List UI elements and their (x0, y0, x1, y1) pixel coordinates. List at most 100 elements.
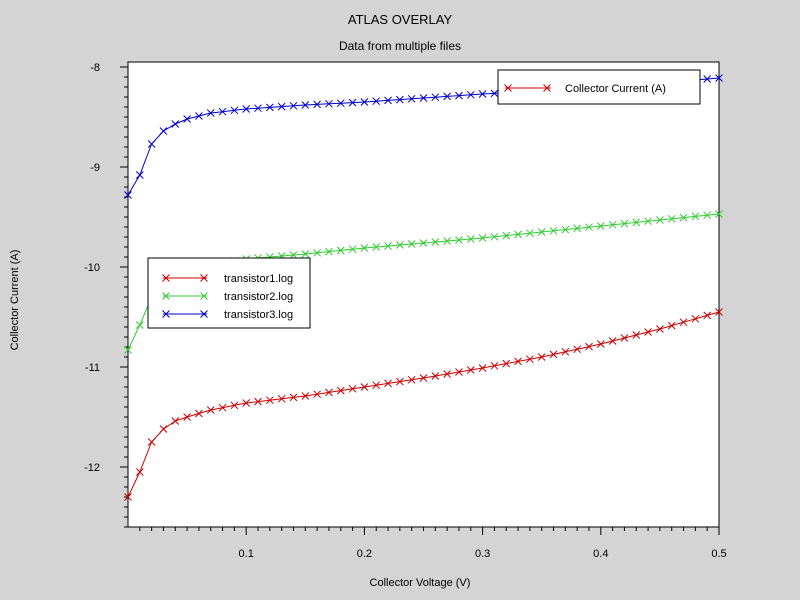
data-point (715, 308, 723, 316)
data-point (620, 334, 629, 342)
x-tick-label: 0.3 (475, 548, 490, 560)
legend-marker (504, 84, 512, 92)
data-point (218, 107, 227, 116)
data-point (183, 413, 191, 421)
data-point (348, 384, 357, 393)
legend-marker (200, 274, 208, 282)
data-point (147, 140, 156, 148)
data-point (301, 101, 310, 109)
data-point (407, 240, 416, 248)
data-point (195, 112, 203, 120)
data-point (360, 383, 369, 391)
data-point (703, 75, 712, 83)
data-point (561, 347, 570, 356)
data-point (443, 237, 451, 245)
series-legend: transistor1.log transistor2.log transistor… (147, 257, 311, 329)
data-point (265, 396, 274, 405)
legend-label-2: transistor2.log (224, 291, 293, 303)
data-point (455, 368, 463, 376)
data-point (396, 95, 404, 104)
data-point (656, 325, 664, 333)
data-point (632, 218, 641, 227)
x-tick-label: 0.2 (357, 548, 372, 560)
data-point (419, 374, 428, 382)
data-point (573, 345, 582, 354)
data-point (502, 359, 511, 368)
data-point (561, 225, 570, 234)
data-point (443, 92, 451, 101)
data-point (325, 388, 333, 397)
data-point (218, 403, 227, 412)
legend-marker (162, 310, 170, 318)
quantity-legend: Collector Current (A) (497, 69, 701, 105)
data-point (667, 214, 676, 223)
legend-marker (162, 274, 170, 282)
data-point (360, 98, 369, 106)
data-point (159, 425, 168, 433)
data-point (313, 390, 321, 399)
data-point (478, 234, 487, 242)
data-point (715, 74, 723, 82)
data-point (466, 90, 475, 99)
data-point (242, 105, 251, 113)
data-point (632, 331, 641, 339)
y-tick-label: -10 (84, 262, 100, 274)
data-point (455, 91, 463, 100)
data-point (644, 217, 652, 226)
data-point (265, 103, 274, 112)
x-tick-label: 0.5 (711, 548, 726, 560)
data-point (384, 379, 392, 388)
data-point (206, 406, 215, 414)
data-point (644, 328, 652, 336)
data-point (325, 99, 333, 108)
data-point (703, 311, 712, 320)
data-point (230, 106, 239, 115)
data-point (431, 238, 440, 246)
data-point (206, 109, 215, 117)
data-point (254, 104, 262, 113)
data-point (195, 409, 203, 418)
data-point (443, 370, 451, 378)
data-point (596, 222, 605, 230)
data-point (360, 244, 369, 252)
data-point (313, 248, 321, 257)
data-point (336, 246, 345, 255)
data-point (407, 375, 416, 384)
data-point (549, 350, 558, 359)
data-point (407, 94, 416, 103)
data-point (490, 232, 499, 241)
series-legend-box (147, 257, 311, 329)
data-point (135, 171, 144, 179)
data-point (289, 251, 298, 259)
data-point (585, 223, 593, 232)
data-point (124, 346, 132, 354)
data-point (419, 94, 428, 102)
data-point (431, 93, 440, 102)
data-point (537, 353, 546, 361)
data-point (526, 229, 534, 238)
data-point (679, 213, 688, 222)
data-point (336, 99, 345, 108)
data-point (372, 381, 381, 390)
data-point (478, 364, 487, 372)
y-tick-label: -11 (85, 362, 100, 374)
data-point (242, 399, 251, 407)
data-point (396, 377, 404, 386)
legend-marker (162, 292, 170, 300)
legend-marker (543, 84, 551, 92)
data-point (384, 96, 392, 105)
data-point (230, 401, 239, 410)
data-point (396, 241, 404, 249)
data-point (277, 102, 286, 111)
data-point (620, 219, 629, 228)
data-point (159, 127, 168, 135)
data-point (691, 212, 700, 221)
y-tick-label: -9 (90, 162, 100, 174)
data-point (679, 318, 688, 327)
data-point (466, 235, 475, 243)
legend-label-3: transistor3.log (224, 309, 293, 321)
data-point (608, 220, 617, 229)
quantity-legend-label: Collector Current (A) (565, 83, 666, 95)
y-tick-label: -12 (84, 462, 100, 474)
data-point (348, 98, 357, 107)
